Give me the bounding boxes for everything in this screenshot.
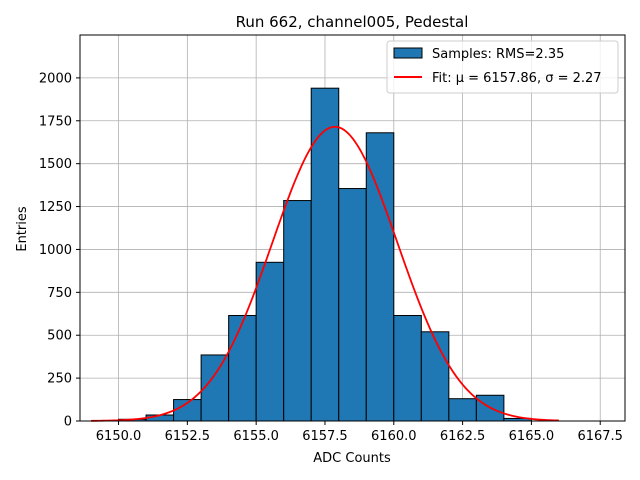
x-tick-label: 6152.5 <box>165 429 211 444</box>
plot-frame <box>79 34 626 422</box>
histogram-bar <box>310 87 340 422</box>
x-tick-label: 6157.5 <box>302 429 348 444</box>
x-tick-label: 6155.0 <box>233 429 279 444</box>
y-tick-label: 1000 <box>39 243 72 258</box>
x-tick-label: 6165.0 <box>509 429 555 444</box>
y-tick-label: 0 <box>64 415 72 430</box>
histogram-bar <box>338 188 367 422</box>
histogram-bar <box>393 314 422 422</box>
histogram-bar <box>255 261 285 422</box>
y-tick-label: 1750 <box>39 114 72 129</box>
y-tick-label: 2000 <box>39 71 72 86</box>
fit-curve-group <box>90 125 559 422</box>
x-tick-label: 6160.0 <box>371 429 417 444</box>
y-tick-label: 500 <box>47 329 72 344</box>
y-tick-label: 250 <box>47 372 72 387</box>
legend-histogram-label: Samples: RMS=2.35 <box>432 47 564 62</box>
y-axis: 0 250 500 750 1000 1250 1500 1750 2000 <box>39 71 80 430</box>
x-tick-label: 6150.0 <box>96 429 142 444</box>
y-tick-label: 1500 <box>39 157 72 172</box>
histogram-bar <box>448 398 477 422</box>
legend-histogram-swatch <box>393 47 423 59</box>
chart-title: Run 662, channel005, Pedestal <box>236 13 469 31</box>
legend-fit-label: Fit: μ = 6157.86, σ = 2.27 <box>432 71 602 86</box>
x-axis: 6150.0 6152.5 6155.0 6157.5 6160.0 6162.5 6165… <box>96 421 623 444</box>
legend: Samples: RMS=2.35 Fit: μ = 6157.86, σ = … <box>386 40 619 94</box>
fit-curve <box>90 125 559 422</box>
legend-box <box>386 40 619 94</box>
histogram-bar <box>365 132 395 422</box>
histogram-bar <box>228 314 257 422</box>
x-tick-label: 6167.5 <box>577 429 623 444</box>
y-axis-label: Entries <box>15 206 30 252</box>
y-tick-label: 750 <box>47 286 72 301</box>
x-axis-label: ADC Counts <box>313 451 391 466</box>
histogram-bar <box>283 200 312 422</box>
x-tick-label: 6162.5 <box>440 429 486 444</box>
histogram-bar <box>420 331 450 422</box>
y-tick-label: 1250 <box>39 200 72 215</box>
